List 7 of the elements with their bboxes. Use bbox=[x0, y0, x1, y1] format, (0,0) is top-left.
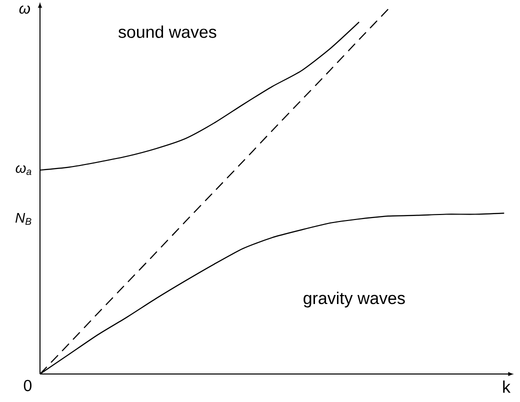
text: ω$_{a}$ bbox=[16, 165, 32, 176]
text: 0 bbox=[24, 380, 32, 392]
annotation: sound waves bbox=[118, 26, 216, 38]
x-axis-title: k bbox=[503, 380, 511, 393]
y-axis-title: ω bbox=[19, 6, 30, 14]
text: N$_{B}$ bbox=[15, 213, 32, 225]
annotation: gravity waves bbox=[304, 292, 405, 308]
